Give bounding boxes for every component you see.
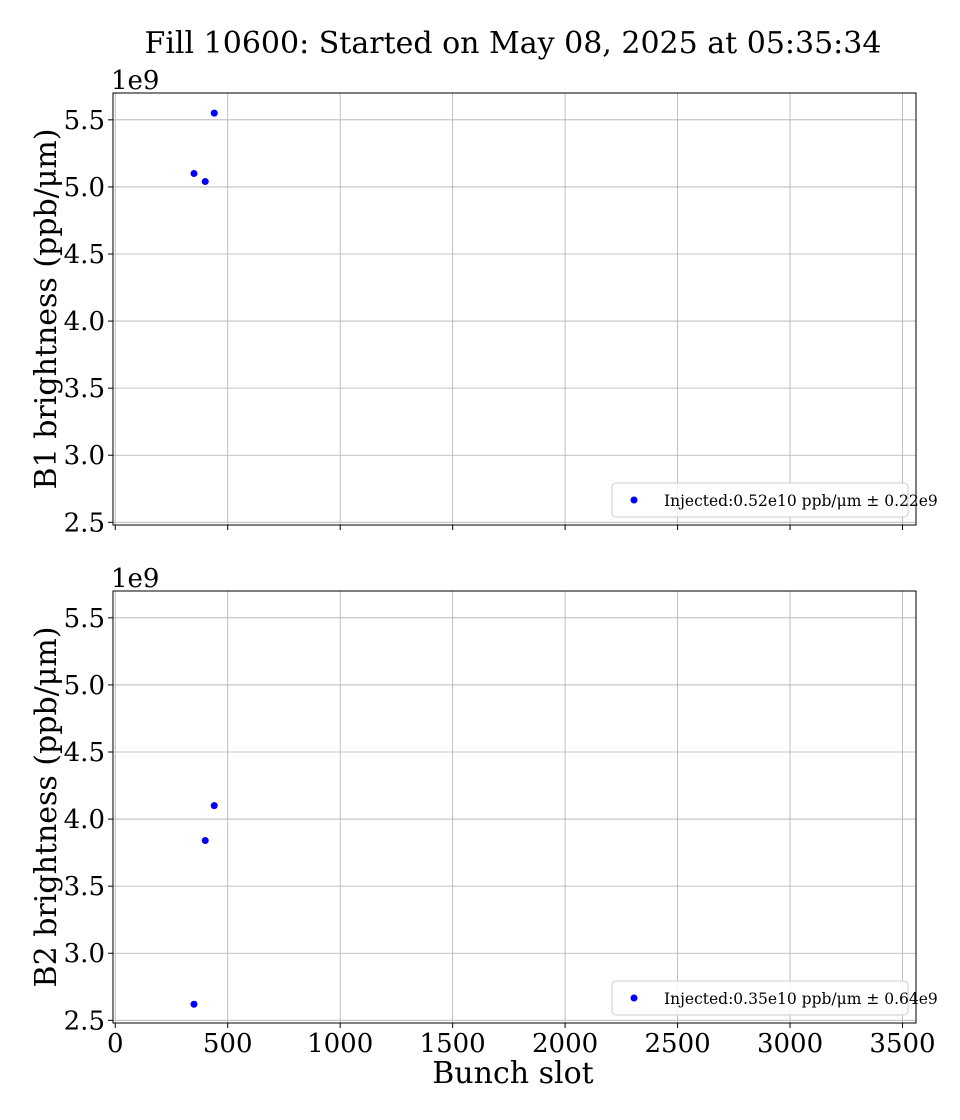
- data-point: [210, 802, 218, 810]
- x-tick-label: 0: [107, 1029, 124, 1059]
- chart-title: Fill 10600: Started on May 08, 2025 at 0…: [145, 26, 882, 61]
- y-tick-label: 5.0: [64, 671, 105, 701]
- y-offset-label: 1e9: [111, 66, 159, 96]
- x-tick-label: 3000: [757, 1029, 823, 1059]
- x-tick-label: 500: [203, 1029, 253, 1059]
- data-point: [201, 178, 209, 186]
- y-tick-label: 2.5: [64, 508, 105, 538]
- legend-marker: [630, 496, 638, 504]
- y-axis-label: B2 brightness (ppb/μm): [29, 627, 64, 988]
- y-tick-label: 5.5: [64, 604, 105, 634]
- y-offset-label: 1e9: [111, 564, 159, 594]
- y-tick-label: 4.5: [64, 240, 105, 270]
- b2-brightness-panel: 0 500 1000 1500 2000 2500 3000 3500 2.5 3.0 3.5 4.0…: [29, 564, 938, 1059]
- legend-box: [611, 482, 909, 518]
- y-axis-label: B1 brightness (ppb/μm): [29, 129, 64, 490]
- y-tick-label: 5.5: [64, 106, 105, 136]
- x-tick-label: 1000: [307, 1029, 373, 1059]
- legend-box: [611, 980, 909, 1016]
- legend: Injected:0.35e10 ppb/μm ± 0.64e9: [611, 980, 938, 1016]
- legend-label: Injected:0.35e10 ppb/μm ± 0.64e9: [664, 990, 938, 1008]
- data-point: [201, 837, 209, 845]
- y-tick-label: 3.5: [64, 872, 105, 902]
- y-tick-label: 4.0: [64, 307, 105, 337]
- y-tick-label: 2.5: [64, 1006, 105, 1036]
- y-tick-label: 3.0: [64, 939, 105, 969]
- legend-label: Injected:0.52e10 ppb/μm ± 0.22e9: [664, 492, 938, 510]
- data-point: [210, 109, 218, 117]
- y-tick-label: 3.0: [64, 441, 105, 471]
- y-tick-label: 4.0: [64, 805, 105, 835]
- x-tick-label: 3500: [869, 1029, 935, 1059]
- plot-frame: [112, 590, 917, 1024]
- data-point: [190, 169, 198, 177]
- x-tick-label: 2500: [644, 1029, 710, 1059]
- x-axis-label: Bunch slot: [432, 1056, 593, 1091]
- data-point: [190, 1000, 198, 1008]
- y-tick-label: 5.0: [64, 173, 105, 203]
- y-tick-label: 4.5: [64, 738, 105, 768]
- x-tick-label: 1500: [420, 1029, 486, 1059]
- plot-frame: [112, 92, 917, 526]
- x-tick-label: 2000: [532, 1029, 598, 1059]
- legend-marker: [630, 994, 638, 1002]
- legend: Injected:0.52e10 ppb/μm ± 0.22e9: [611, 482, 938, 518]
- y-tick-label: 3.5: [64, 374, 105, 404]
